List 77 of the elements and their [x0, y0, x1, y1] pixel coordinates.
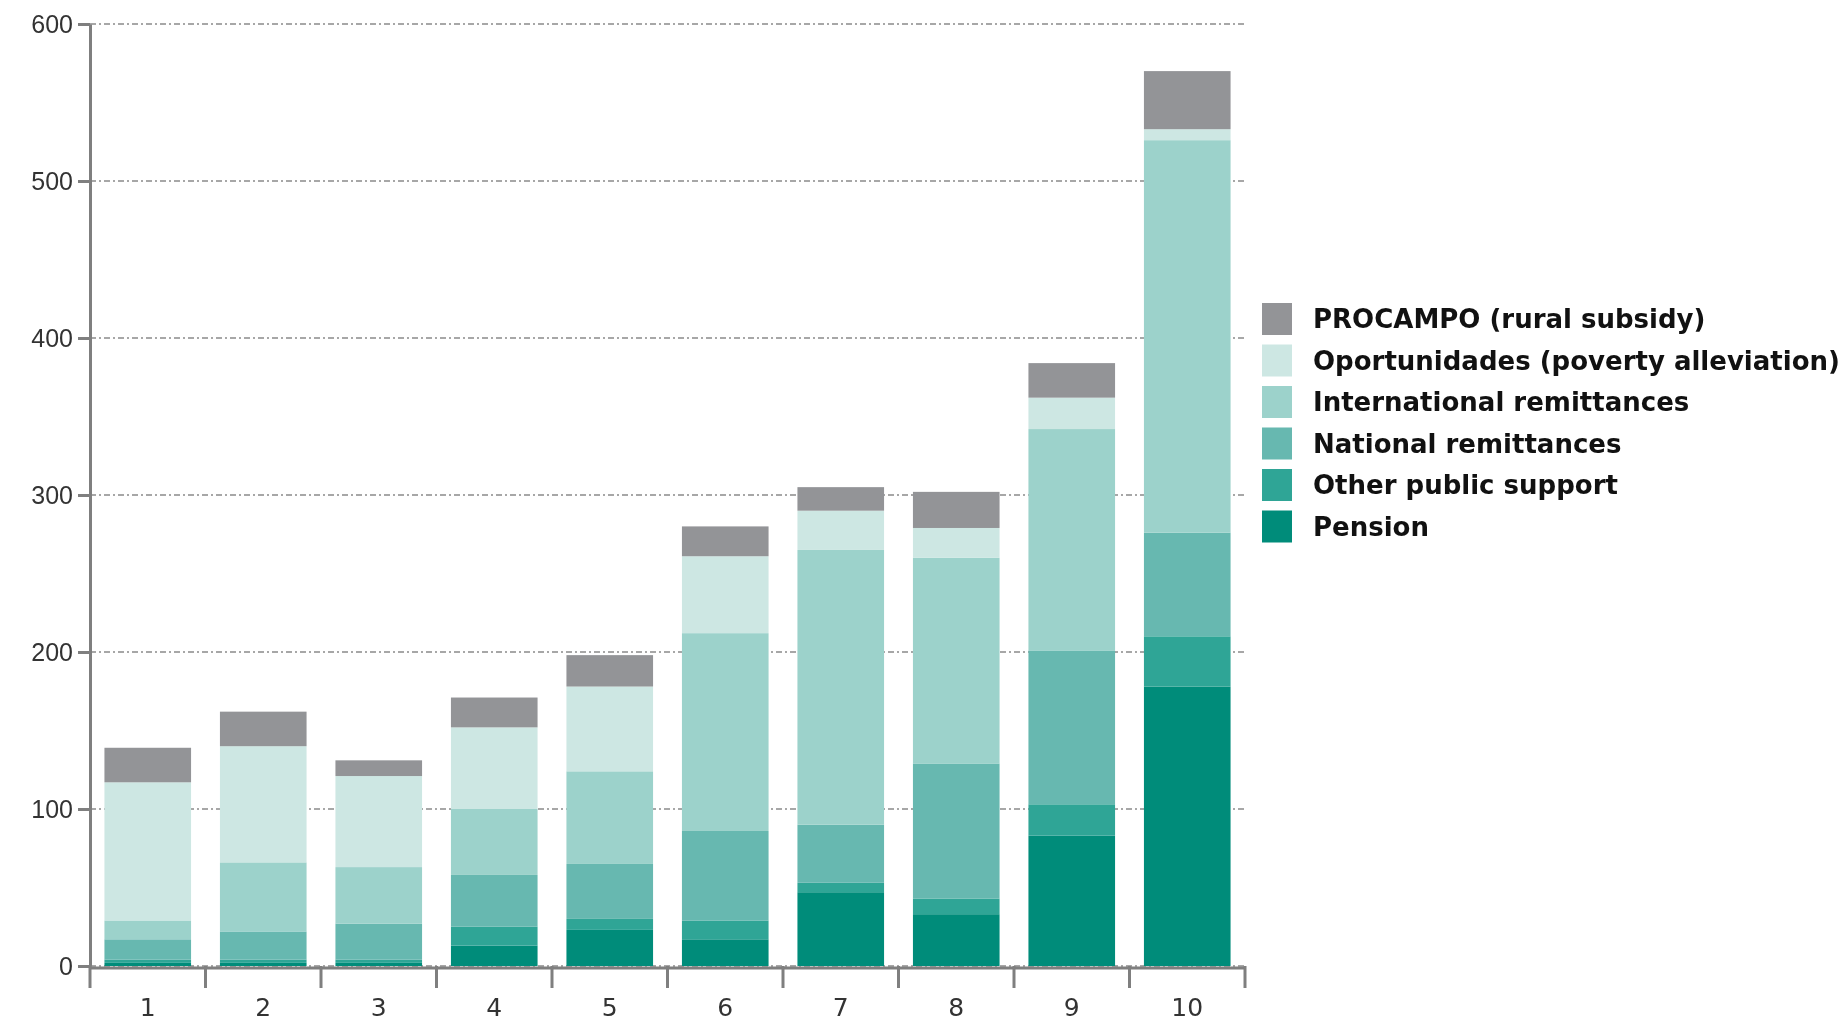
bar: [681, 556, 769, 634]
x-tick-label: 1: [139, 993, 156, 1022]
x-tick-label: 10: [1171, 993, 1204, 1022]
y-tick-label: 0: [59, 951, 73, 980]
bar: [450, 697, 538, 728]
y-tick-label: 100: [31, 794, 73, 823]
bar: [797, 882, 885, 893]
bar: [566, 655, 654, 687]
bar: [912, 527, 1000, 558]
legend-label: PROCAMPO (rural subsidy): [1313, 304, 1706, 334]
y-tick-label: 400: [31, 323, 73, 352]
x-tick-label: 3: [370, 993, 387, 1022]
y-tick-label: 300: [31, 480, 73, 509]
x-tick-label: 6: [717, 993, 734, 1022]
y-tick-label: 200: [31, 637, 73, 666]
bar: [1028, 363, 1116, 398]
bar: [912, 898, 1000, 915]
bar: [219, 746, 307, 863]
y-tick-label: 500: [31, 166, 73, 195]
bar: [450, 926, 538, 946]
y-tick-label: 600: [31, 9, 73, 38]
bar: [450, 945, 538, 966]
bar: [104, 920, 192, 940]
bar: [681, 633, 769, 831]
bar: [681, 939, 769, 966]
bar: [797, 824, 885, 883]
bar: [1143, 140, 1231, 533]
bar: [450, 809, 538, 875]
legend-label: International remittances: [1313, 387, 1690, 417]
legend-label: Oportunidades (poverty alleviation): [1313, 345, 1840, 376]
bar: [797, 549, 885, 825]
bar: [566, 686, 654, 772]
bar: [1028, 804, 1116, 836]
bar: [335, 923, 423, 960]
x-tick-label: 7: [832, 993, 849, 1022]
bar: [335, 776, 423, 868]
bar: [797, 487, 885, 511]
bar: [912, 914, 1000, 966]
bar: [219, 931, 307, 960]
bar: [797, 510, 885, 550]
legend-label: Other public support: [1313, 470, 1618, 500]
bar: [219, 711, 307, 747]
bar: [566, 863, 654, 919]
bar: [104, 782, 192, 921]
bar: [1143, 532, 1231, 637]
x-tick-label: 8: [948, 993, 965, 1022]
bar: [335, 760, 423, 777]
bar: [219, 862, 307, 932]
bar: [1028, 429, 1116, 651]
bar: [1143, 129, 1231, 141]
bar: [681, 830, 769, 921]
legend-label: Pension: [1313, 511, 1429, 542]
bar: [104, 939, 192, 960]
bar: [681, 526, 769, 557]
bar: [1143, 71, 1231, 130]
bar: [1028, 650, 1116, 805]
x-tick-label: 4: [486, 993, 503, 1022]
bar: [450, 874, 538, 927]
bar: [912, 491, 1000, 528]
x-tick-label: 9: [1063, 993, 1080, 1022]
x-tick-label: 5: [601, 993, 618, 1022]
bar: [335, 867, 423, 924]
bar: [566, 771, 654, 864]
bar: [1028, 835, 1116, 966]
bar: [912, 763, 1000, 899]
bar: [450, 727, 538, 809]
bar: [912, 557, 1000, 764]
bar: [104, 747, 192, 783]
bar: [681, 920, 769, 940]
bar: [566, 929, 654, 966]
bar: [1143, 686, 1231, 966]
legend-label: National remittances: [1313, 428, 1622, 459]
bar: [797, 892, 885, 966]
bar: [1028, 397, 1116, 430]
bar: [1143, 636, 1231, 687]
bar: [566, 918, 654, 930]
x-tick-label: 2: [255, 993, 272, 1022]
